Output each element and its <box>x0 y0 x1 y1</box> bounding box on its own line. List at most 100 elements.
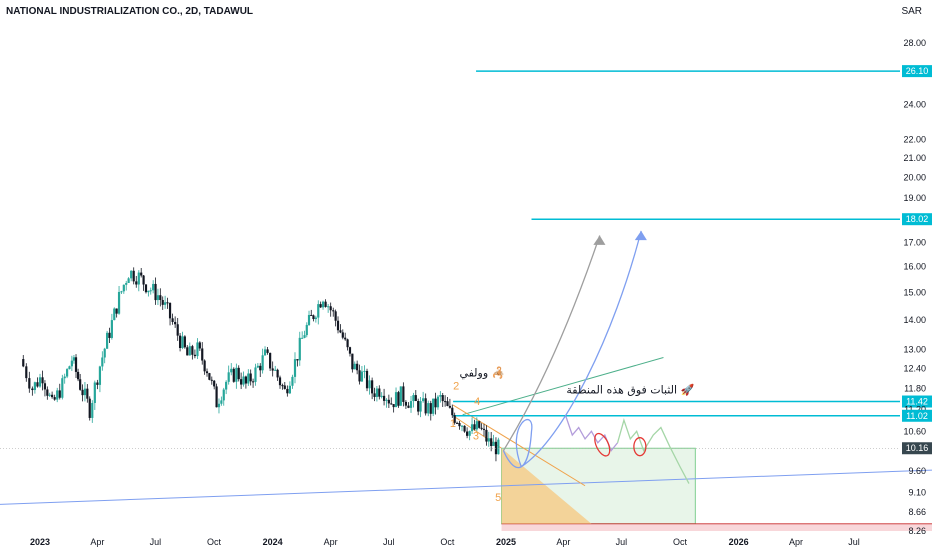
candle-body <box>152 283 155 291</box>
x-tick-label: 2024 <box>263 537 283 547</box>
candle-body <box>220 400 223 404</box>
candle-body <box>487 438 490 442</box>
x-tick-label: 2026 <box>729 537 749 547</box>
currency-label: SAR <box>901 6 922 17</box>
candle-body <box>156 295 160 301</box>
candle-body <box>203 360 206 372</box>
candle-body <box>51 394 54 398</box>
candle-body <box>399 386 402 406</box>
candle-body <box>468 431 471 436</box>
candle-body <box>327 306 330 308</box>
candle-body <box>334 311 337 321</box>
candles-group <box>22 267 500 462</box>
candle-body <box>301 337 304 339</box>
candle-body <box>254 367 257 382</box>
candle-body <box>120 291 123 293</box>
candle-body <box>283 385 286 389</box>
candle-body <box>470 424 474 432</box>
resistance-trendline <box>462 356 664 416</box>
candle-body <box>132 270 135 282</box>
candle-body <box>101 357 104 367</box>
candle-body <box>171 318 174 322</box>
candle-body <box>358 370 361 382</box>
candle-body <box>455 422 459 424</box>
candle-body <box>324 301 327 307</box>
candle-body <box>346 339 349 348</box>
candle-body <box>375 388 379 397</box>
candle-body <box>186 347 189 356</box>
y-tick-label: 9.10 <box>908 487 926 497</box>
candle-body <box>417 400 420 412</box>
candle-body <box>490 438 493 446</box>
candle-body <box>140 272 143 276</box>
candle-body <box>213 380 216 387</box>
y-tick-label: 9.60 <box>908 466 926 476</box>
candle-body <box>329 306 332 311</box>
candle-body <box>274 369 277 371</box>
candle-body <box>371 380 374 394</box>
candle-body <box>473 424 476 430</box>
candle-body <box>191 346 194 355</box>
x-tick-label: Oct <box>673 537 688 547</box>
candle-body <box>341 332 344 338</box>
candle-body <box>305 324 308 336</box>
candle-body <box>453 415 456 423</box>
candle-body <box>137 272 140 285</box>
candle-body <box>380 395 383 397</box>
x-tick-label: Oct <box>207 537 222 547</box>
candle-body <box>188 346 191 356</box>
candle-body <box>159 295 162 300</box>
candle-body <box>193 354 197 357</box>
note-right: الثبات فوق هذه المنطقة 🚀 <box>566 384 694 397</box>
y-tick-label: 11.80 <box>904 383 926 393</box>
candle-body <box>458 422 461 427</box>
candle-body <box>360 371 364 382</box>
candle-body <box>427 403 430 414</box>
candle-body <box>247 373 250 384</box>
highlight-circle <box>594 432 611 457</box>
candle-body <box>142 275 145 285</box>
projection-path-blue <box>502 230 642 469</box>
arrow-head-gray <box>593 235 606 245</box>
candle-body <box>368 380 371 389</box>
candle-body <box>149 290 152 292</box>
candle-body <box>266 349 269 353</box>
x-tick-label: Apr <box>324 537 338 547</box>
candle-body <box>332 310 335 312</box>
candle-body <box>74 357 78 372</box>
y-tick-label: 22.00 <box>903 134 926 144</box>
candle-body <box>201 348 204 361</box>
candle-body <box>68 366 71 370</box>
candle-body <box>429 403 432 414</box>
arrow-head-blue <box>634 230 647 241</box>
candle-body <box>70 360 73 367</box>
candle-body <box>256 365 259 368</box>
candle-body <box>198 342 201 349</box>
candle-body <box>424 398 427 414</box>
candle-body <box>319 304 322 308</box>
candle-body <box>166 302 169 304</box>
x-tick-label: Oct <box>440 537 455 547</box>
wave-label-2: 2 <box>453 380 459 392</box>
note-upper: وولفي 🦂 <box>459 366 505 380</box>
candle-body <box>261 355 264 371</box>
candle-body <box>432 398 435 414</box>
candle-body <box>33 382 37 391</box>
candle-body <box>176 324 179 336</box>
candle-body <box>336 320 340 331</box>
candle-body <box>164 302 167 305</box>
candle-body <box>147 290 150 293</box>
candle-body <box>339 330 342 333</box>
candle-body <box>130 270 133 279</box>
candle-body <box>497 439 500 455</box>
candle-body <box>446 401 449 406</box>
candle-body <box>36 382 39 387</box>
candle-body <box>293 359 297 377</box>
candle-body <box>351 353 354 370</box>
candle-body <box>463 425 466 432</box>
candle-body <box>344 337 347 340</box>
candle-body <box>25 366 28 379</box>
candle-body <box>205 371 209 374</box>
candle-body <box>174 321 177 325</box>
